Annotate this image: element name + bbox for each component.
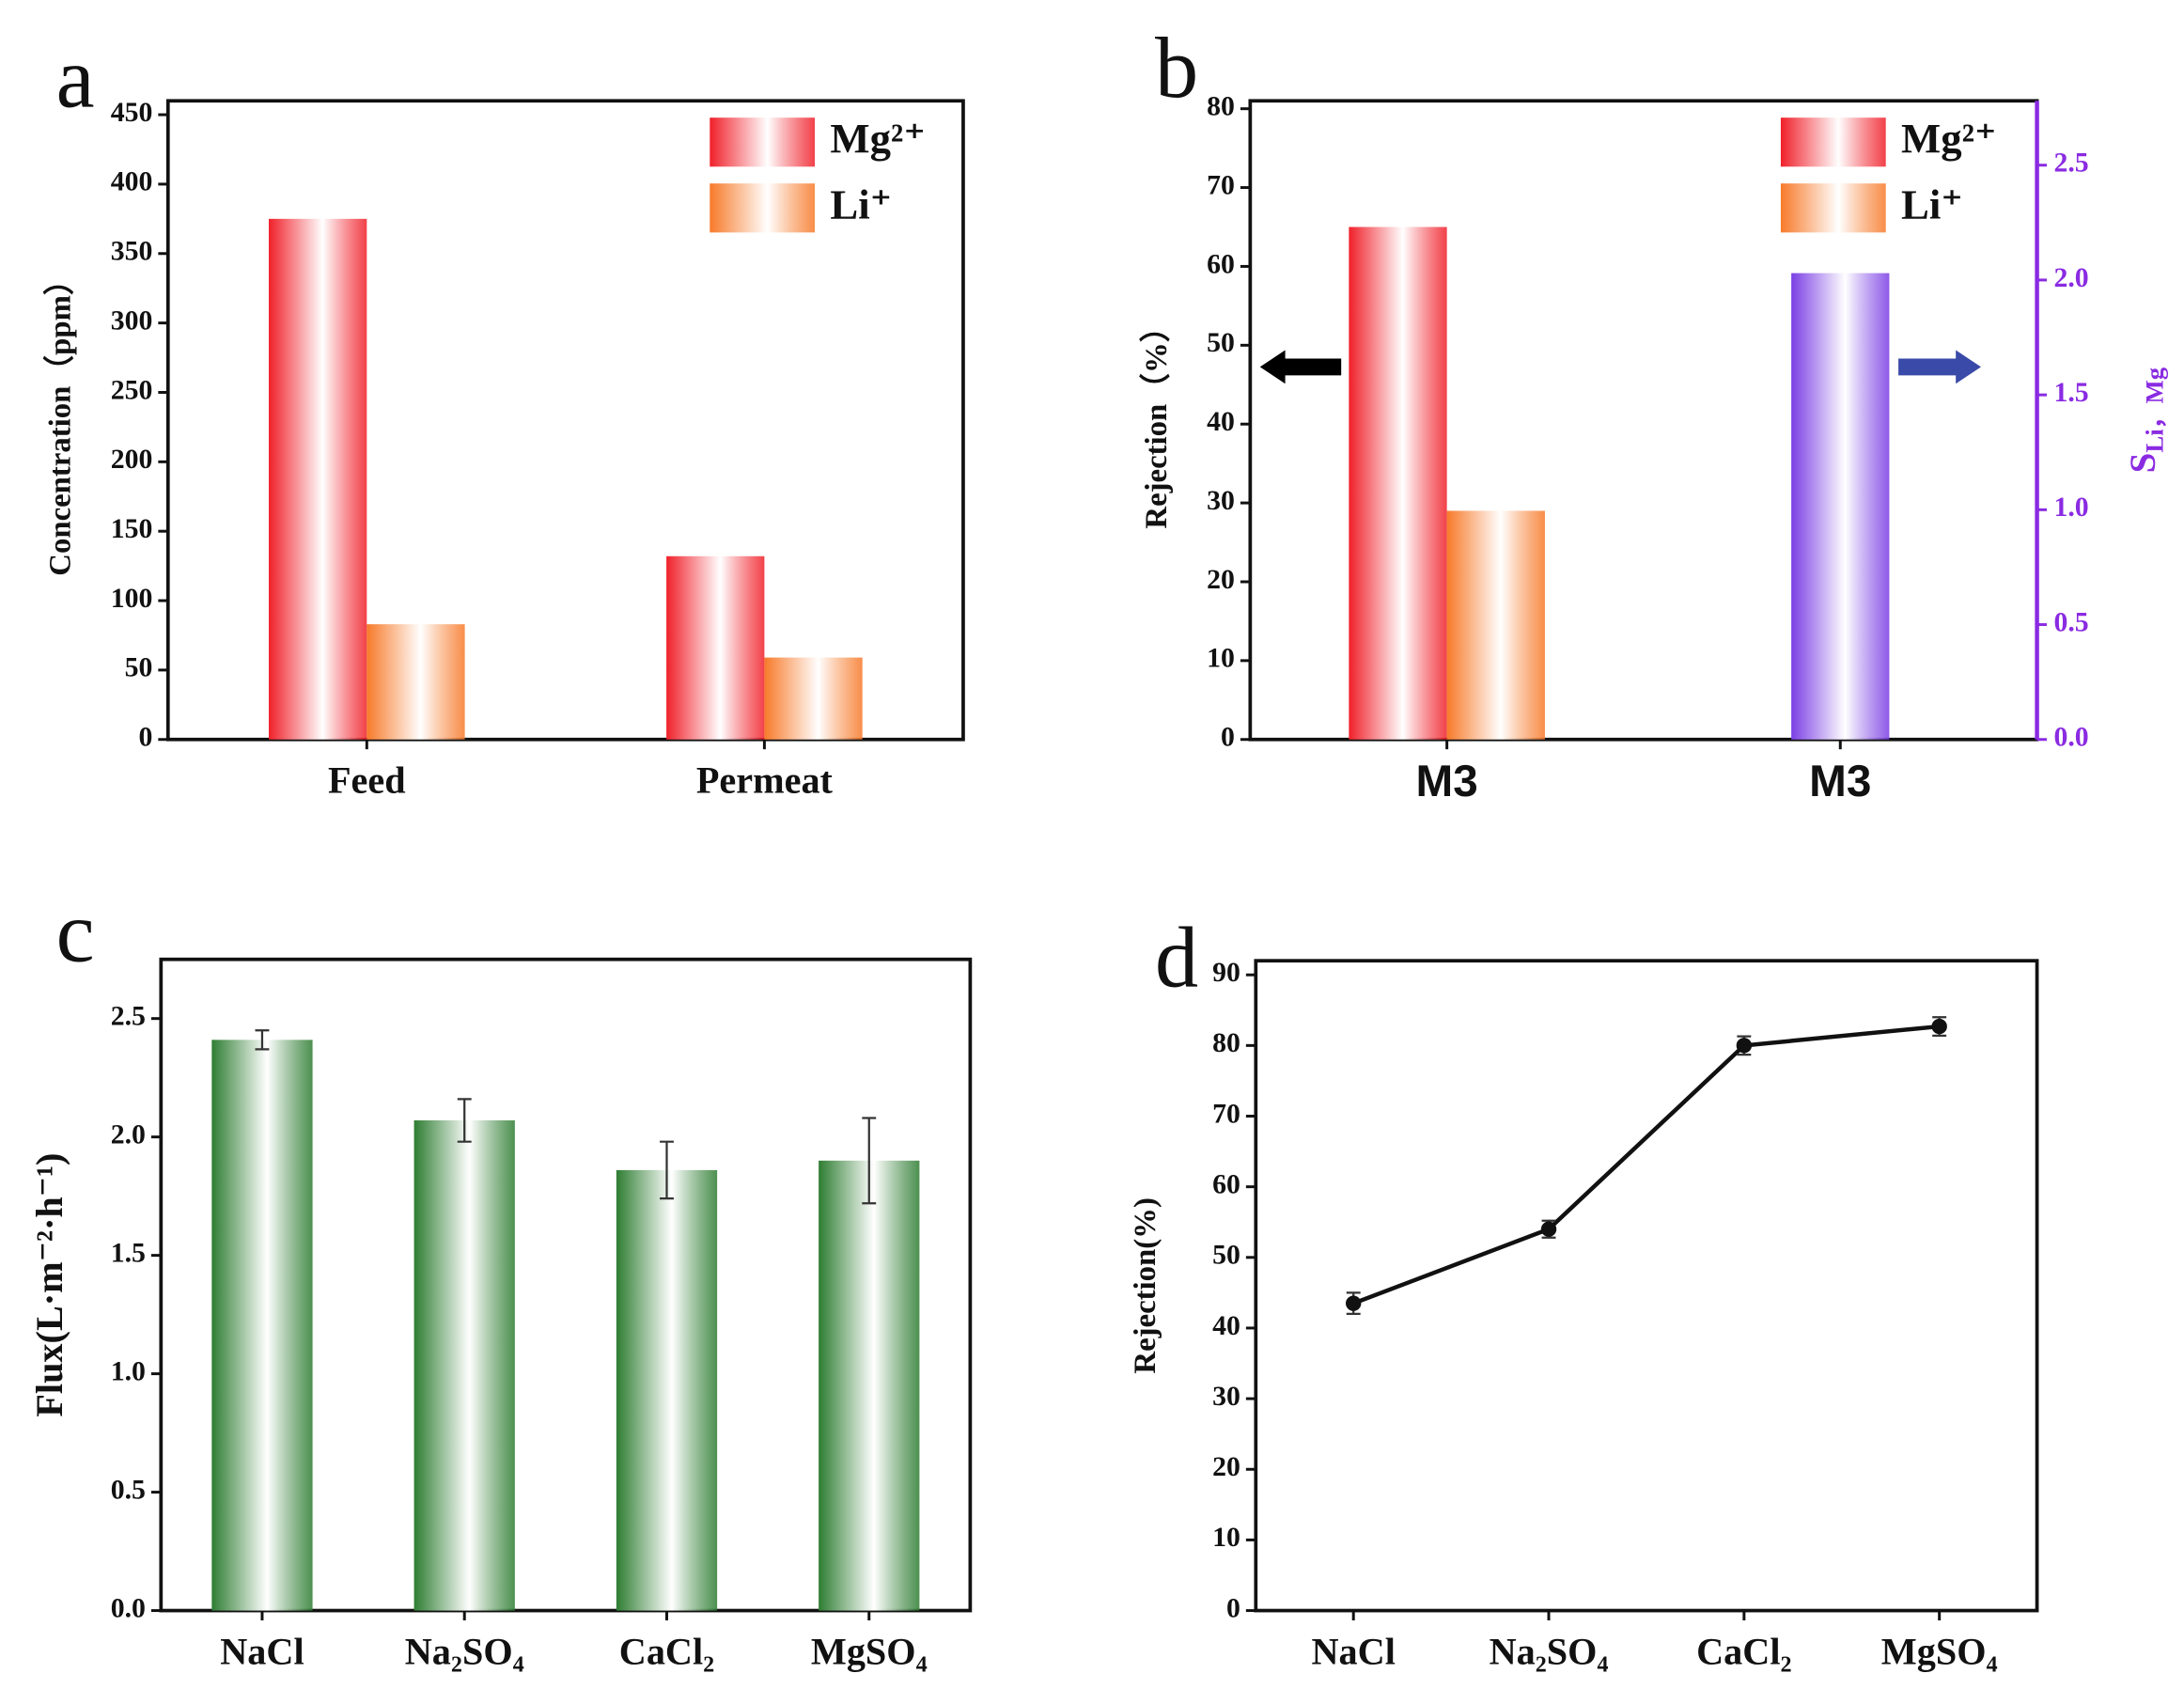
y-tick-label: 40: [1212, 1310, 1240, 1341]
y-axis-label: Rejection(%): [1129, 1197, 1162, 1373]
y-tick-label: 100: [111, 583, 153, 614]
bar: [211, 1040, 313, 1611]
y-tick-label: 60: [1212, 1168, 1240, 1199]
y-tick-label: 20: [1212, 1451, 1240, 1482]
x-tick-label: Na₂SO₄: [405, 1630, 524, 1672]
x-tick-label: M3: [1809, 757, 1871, 806]
y-tick-label: 0: [1221, 722, 1235, 753]
y2-tick-label: 0.5: [2053, 606, 2088, 637]
y-tick-label: 50: [1212, 1240, 1240, 1271]
y2-tick-label: 0.0: [2053, 722, 2088, 753]
bar: [666, 555, 765, 740]
x-tick-label: M3: [1416, 757, 1478, 806]
y-tick-label: 10: [1212, 1522, 1240, 1553]
bar: [367, 624, 465, 740]
y-axis-label: Flux(L·m⁻²·h⁻¹): [28, 1153, 70, 1417]
x-tick-label: Permeat: [696, 759, 834, 802]
y-tick-label: 200: [111, 444, 153, 475]
y-tick-label: 300: [111, 305, 153, 336]
panel-label: a: [56, 30, 95, 126]
error-bar: [660, 1140, 674, 1200]
y-tick-label: 400: [111, 166, 153, 197]
y-tick-label: 80: [1212, 1027, 1240, 1058]
y-tick-label: 10: [1207, 643, 1235, 674]
y2-label-sub: Li，Mg: [2141, 367, 2169, 452]
legend-swatch: [1780, 183, 1886, 233]
y-tick-label: 250: [111, 374, 153, 405]
x-tick-label: NaCl: [220, 1630, 304, 1672]
error-bar: [255, 1029, 270, 1051]
legend-label: Mg²⁺: [1901, 115, 1997, 162]
bar: [764, 657, 863, 740]
line: [1352, 1024, 1940, 1306]
y-tick-label: 50: [125, 652, 153, 683]
y2-label-main: S: [2123, 453, 2163, 474]
x-tick-label: CaCl₂: [1696, 1630, 1791, 1672]
y2-tick-label: 2.0: [2053, 262, 2088, 293]
x-tick-label: CaCl₂: [619, 1630, 714, 1672]
panel-label: d: [1155, 909, 1198, 1005]
y-tick-label: 0.5: [111, 1474, 146, 1505]
bar: [819, 1160, 920, 1611]
bar: [1349, 227, 1447, 740]
marker: [1931, 1018, 1947, 1035]
y-tick-label: 450: [111, 97, 153, 128]
plot-frame: [1254, 959, 2039, 1613]
y-tick-label: 0.0: [111, 1592, 146, 1623]
x-tick-label: Na₂SO₄: [1490, 1630, 1609, 1672]
x-tick-label: MgSO₄: [1881, 1630, 1998, 1672]
plot-frame: [159, 957, 973, 1613]
y-tick-label: 0: [1226, 1592, 1240, 1623]
panel-label: b: [1155, 20, 1198, 116]
y-tick-label: 2.0: [111, 1118, 146, 1149]
y-tick-label: 30: [1207, 485, 1235, 516]
bar: [1446, 510, 1545, 740]
y-tick-label: 20: [1207, 564, 1235, 595]
x-tick-label: NaCl: [1312, 1630, 1396, 1672]
legend-swatch: [710, 183, 816, 233]
y-tick-label: 70: [1212, 1098, 1240, 1129]
y2-tick-label: 1.0: [2053, 492, 2088, 523]
y-tick-label: 0: [138, 722, 152, 753]
legend-swatch: [1780, 117, 1886, 167]
marker: [1736, 1038, 1753, 1054]
y-tick-label: 50: [1207, 327, 1235, 358]
legend-label: Mg²⁺: [830, 115, 926, 162]
y-tick-label: 70: [1207, 169, 1235, 200]
plot-frame: [165, 99, 965, 742]
x-tick-label: Feed: [328, 759, 406, 802]
panel-label: c: [56, 884, 95, 980]
right-arrow: [1898, 350, 1981, 384]
y-tick-label: 350: [111, 236, 153, 267]
y-tick-label: 1.5: [111, 1237, 146, 1268]
legend-label: Li⁺: [1901, 180, 1963, 227]
y-tick-label: 1.0: [111, 1355, 146, 1386]
bar: [616, 1169, 718, 1611]
y2-axis-label: SLi，Mg: [2123, 367, 2169, 473]
y-tick-label: 60: [1207, 248, 1235, 279]
y2-tick-label: 1.5: [2053, 377, 2088, 408]
x-tick-label: MgSO₄: [811, 1630, 928, 1672]
bar: [269, 218, 367, 740]
legend-swatch: [710, 117, 816, 167]
error-bar: [862, 1117, 877, 1205]
y-tick-label: 2.5: [111, 1001, 146, 1032]
y-axis-label: Concentration（ppm）: [43, 264, 78, 575]
y-tick-label: 150: [111, 513, 153, 544]
marker: [1540, 1221, 1557, 1237]
y2-tick-label: 2.5: [2053, 148, 2088, 179]
left-arrow: [1259, 350, 1342, 384]
y-tick-label: 30: [1212, 1381, 1240, 1412]
y-axis-label: Rejection（%）: [1139, 311, 1174, 528]
y-tick-label: 40: [1207, 406, 1235, 437]
bar: [1791, 273, 1890, 740]
y-tick-label: 80: [1207, 91, 1235, 122]
marker: [1346, 1295, 1362, 1311]
y-tick-label: 90: [1212, 957, 1240, 988]
error-bar: [457, 1098, 472, 1143]
bar: [413, 1120, 515, 1611]
legend-label: Li⁺: [830, 180, 892, 227]
